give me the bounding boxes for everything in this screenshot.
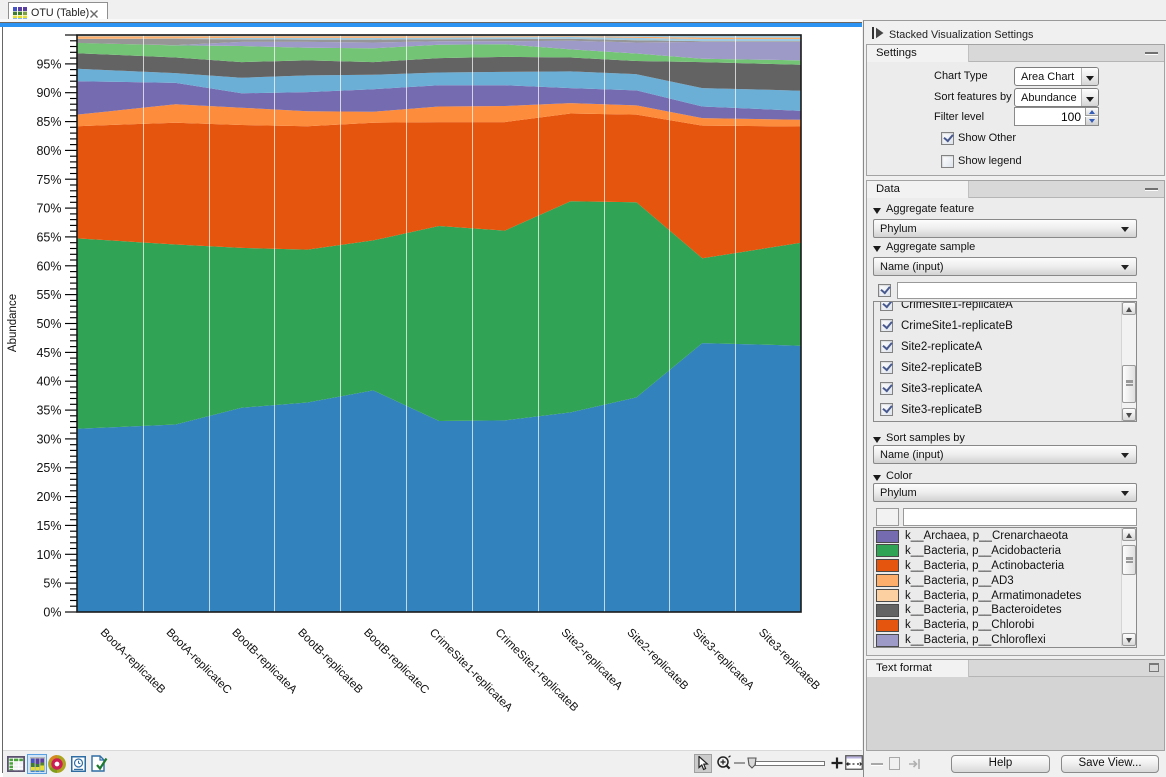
svg-text:40%: 40% [36,375,61,389]
svg-text:75%: 75% [36,173,61,187]
svg-text:35%: 35% [36,404,61,418]
svg-text:20%: 20% [36,490,61,504]
svg-text:90%: 90% [36,86,61,100]
svg-text:10%: 10% [36,548,61,562]
svg-text:80%: 80% [36,144,61,158]
svg-text:5%: 5% [43,577,61,591]
svg-text:Abundance: Abundance [7,294,19,352]
svg-text:25%: 25% [36,461,61,475]
svg-text:85%: 85% [36,115,61,129]
svg-text:45%: 45% [36,346,61,360]
svg-text:55%: 55% [36,288,61,302]
svg-text:70%: 70% [36,202,61,216]
svg-text:60%: 60% [36,259,61,273]
svg-text:65%: 65% [36,230,61,244]
svg-text:15%: 15% [36,519,61,533]
svg-text:0%: 0% [43,606,61,620]
svg-text:50%: 50% [36,317,61,331]
svg-text:30%: 30% [36,432,61,446]
svg-text:95%: 95% [36,57,61,71]
